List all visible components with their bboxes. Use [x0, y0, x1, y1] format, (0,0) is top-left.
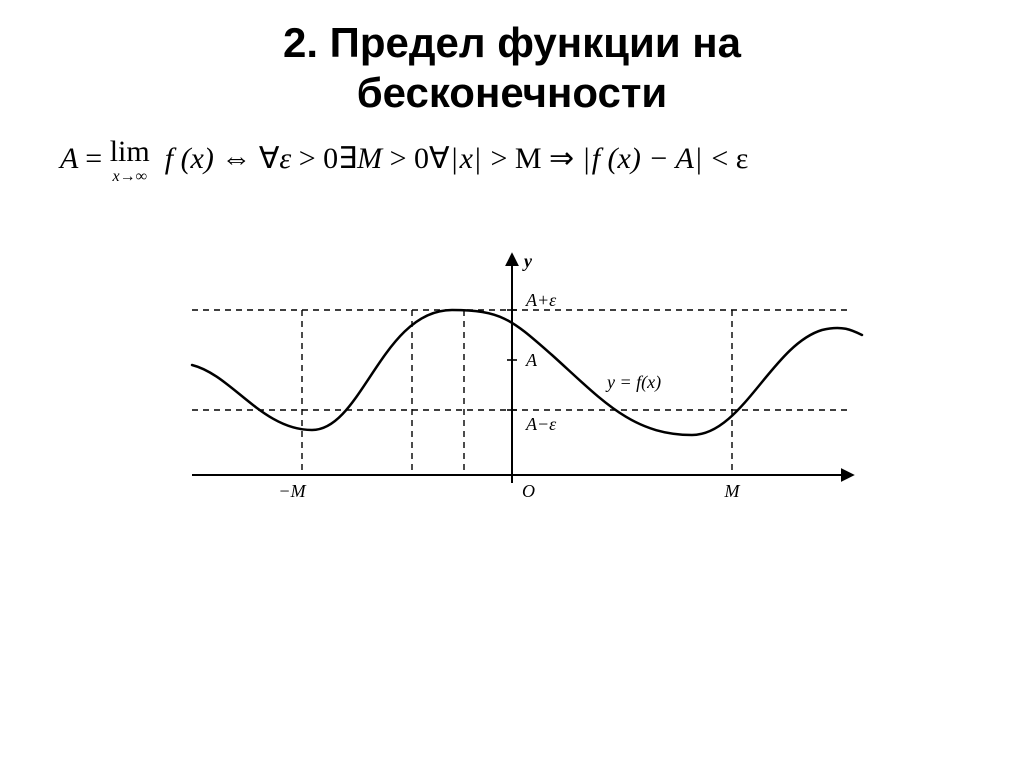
- ffx: f (x): [165, 142, 214, 175]
- feps: ε: [279, 142, 291, 175]
- title-line-1: 2. Предел функции на: [283, 19, 741, 66]
- fabsx: x: [460, 142, 473, 175]
- abs-open-1: |: [450, 142, 460, 175]
- svg-text:A: A: [525, 350, 538, 370]
- title-line-2: бесконечности: [357, 69, 668, 116]
- feq: =: [85, 142, 102, 175]
- svg-text:y = f(x): y = f(x): [605, 372, 661, 393]
- lim-sub: x→∞: [110, 169, 150, 185]
- flteps: < ε: [711, 142, 748, 175]
- lim-block: lim x→∞: [110, 137, 150, 185]
- abs-close-1: |: [473, 142, 483, 175]
- diagram-svg: y O A A+ε A−ε −M My = f(x): [152, 235, 872, 575]
- forall2: ∀: [429, 142, 450, 175]
- fM: M: [357, 142, 382, 175]
- fA: A: [60, 142, 78, 175]
- svg-text:−M: −M: [278, 481, 306, 501]
- abs-close-2: |: [694, 142, 704, 175]
- svg-text:O: O: [522, 481, 535, 501]
- ffxma: f (x) − A: [592, 142, 694, 175]
- limit-definition-formula: A = lim x→∞ f (x) ⇔ ∀ε > 0∃M > 0∀|x| > M…: [0, 119, 1024, 185]
- limit-diagram: y O A A+ε A−ε −M My = f(x): [152, 235, 872, 575]
- fgt0b: > 0: [390, 142, 429, 175]
- fgt0a: > 0: [299, 142, 338, 175]
- lim: lim: [110, 135, 150, 168]
- forall1: ∀: [259, 142, 280, 175]
- svg-text:A+ε: A+ε: [525, 290, 557, 310]
- fiff: ⇔: [221, 142, 251, 175]
- fgtM: > M: [490, 142, 541, 175]
- svg-text:A−ε: A−ε: [525, 414, 557, 434]
- fimplies: ⇒: [549, 142, 574, 175]
- svg-text:y: y: [522, 251, 533, 271]
- page-title: 2. Предел функции на бесконечности: [0, 0, 1024, 119]
- fexists: ∃: [338, 142, 357, 175]
- svg-text:M: M: [724, 481, 741, 501]
- abs-open-2: |: [582, 142, 592, 175]
